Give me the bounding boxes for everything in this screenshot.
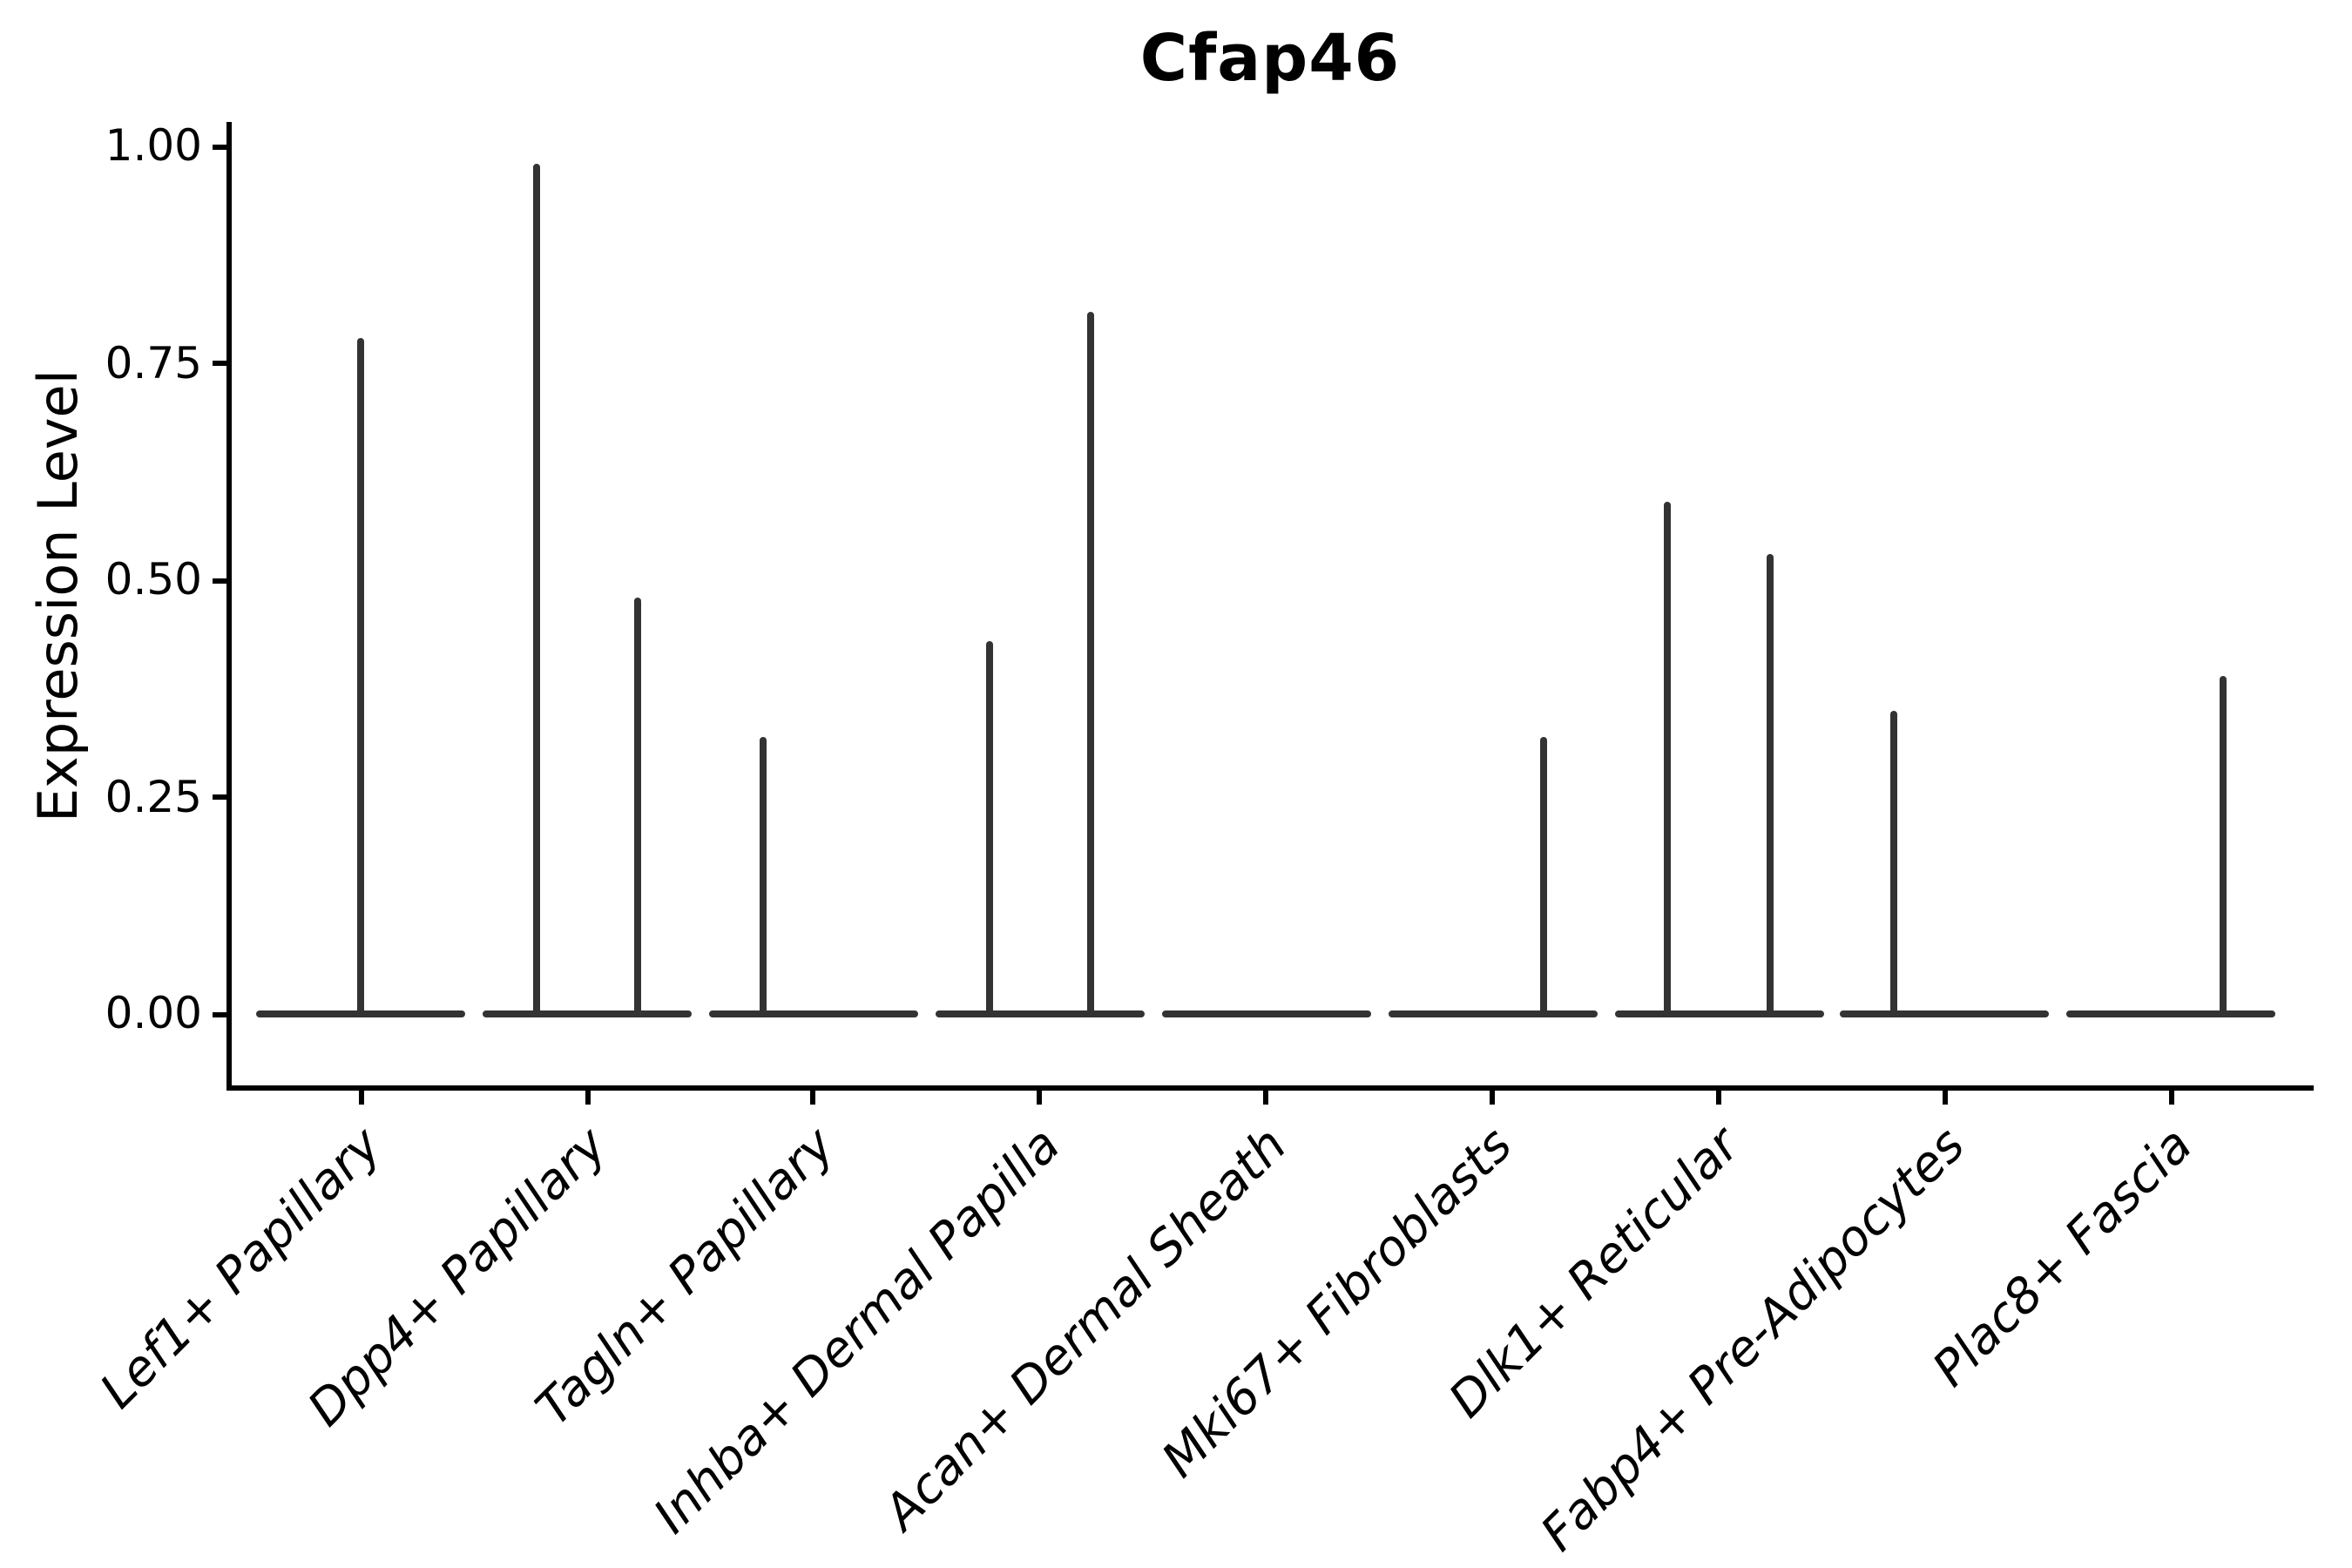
violin-spike: [634, 597, 642, 1017]
x-tick-mark: [1942, 1091, 1948, 1105]
y-tick-mark: [213, 794, 226, 800]
x-tick-mark: [1716, 1091, 1722, 1105]
x-tick-mark: [585, 1091, 591, 1105]
y-tick-label: 0.50: [105, 554, 202, 605]
violin-baseline: [1840, 1010, 2050, 1017]
x-tick-label: Inhba+ Dermal Papilla: [642, 1116, 1071, 1545]
violin-baseline: [256, 1010, 466, 1017]
violin-spike: [1664, 502, 1672, 1017]
violin-baseline: [1614, 1010, 1824, 1017]
violin-spike: [1890, 710, 1898, 1017]
x-tick-mark: [1490, 1091, 1496, 1105]
y-tick-mark: [213, 361, 226, 366]
violin-baseline: [1161, 1010, 1371, 1017]
violin-spike: [1087, 311, 1095, 1017]
violin-baseline: [483, 1010, 693, 1017]
violin-baseline: [935, 1010, 1145, 1017]
x-axis-spine: [226, 1085, 2314, 1091]
violin-spike: [1766, 554, 1774, 1017]
y-tick-label: 1.00: [105, 120, 202, 171]
violin-baseline: [2066, 1010, 2276, 1017]
x-tick-mark: [1263, 1091, 1269, 1105]
y-tick-label: 0.25: [105, 771, 202, 821]
violin-spike: [532, 163, 540, 1017]
x-tick-label: Fabp4+ Pre-Adipocytes: [1530, 1116, 1977, 1563]
x-tick-mark: [1037, 1091, 1043, 1105]
x-tick-mark: [810, 1091, 816, 1105]
y-axis-spine: [226, 122, 232, 1091]
y-tick-mark: [213, 144, 226, 149]
violin-baseline: [1388, 1010, 1598, 1017]
violin-spike: [1539, 736, 1547, 1017]
x-tick-label: Acan+ Dermal Sheath: [872, 1116, 1298, 1541]
violin-spike: [759, 736, 767, 1017]
violin-spike: [985, 640, 993, 1017]
chart-title: Cfap46: [1139, 21, 1401, 96]
x-tick-mark: [358, 1091, 364, 1105]
y-tick-mark: [213, 1011, 226, 1017]
violin-spike: [357, 337, 365, 1017]
y-tick-mark: [213, 578, 226, 583]
x-tick-mark: [2168, 1091, 2174, 1105]
violin-baseline: [708, 1010, 918, 1017]
y-tick-label: 0.75: [105, 337, 202, 388]
y-tick-label: 0.00: [105, 988, 202, 1038]
violin-spike: [2219, 675, 2227, 1017]
